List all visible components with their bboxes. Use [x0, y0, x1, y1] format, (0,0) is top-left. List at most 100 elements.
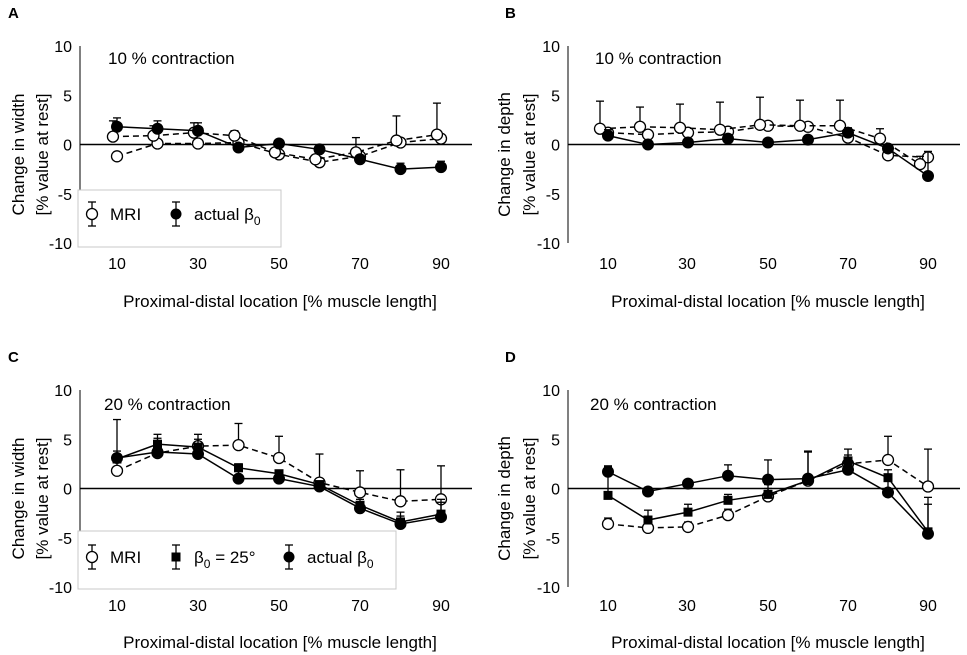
y-axis-label-line1: Change in depth: [495, 436, 514, 561]
y-tick-label: -5: [58, 187, 72, 204]
data-point-open-circle: [232, 439, 245, 452]
legend-label: β0 = 25°: [194, 548, 256, 571]
x-tick-label: 90: [432, 598, 450, 615]
legend-filled-square-icon: [171, 552, 181, 562]
data-point-filled-circle: [313, 143, 326, 156]
x-tick-label: 90: [919, 256, 937, 273]
y-tick-label: 5: [551, 88, 560, 105]
data-point-open-circle: [191, 137, 205, 150]
y-axis-label-line2: [% value at rest]: [33, 94, 52, 216]
y-tick-label: -10: [537, 580, 560, 597]
x-axis-label: Proximal-distal location [% muscle lengt…: [611, 292, 925, 311]
data-point-filled-circle: [354, 502, 366, 515]
y-tick-label: -10: [49, 580, 72, 597]
legend-label-main: MRI: [110, 548, 141, 567]
data-point-open-circle: [881, 453, 895, 467]
data-point-filled-circle: [722, 132, 734, 145]
y-tick-label: -5: [546, 531, 560, 548]
data-point-filled-circle: [642, 138, 654, 151]
legend-box: [77, 189, 282, 248]
data-point-open-circle: [681, 520, 695, 534]
y-tick-label: 10: [542, 39, 560, 56]
series-open-circle: [110, 422, 448, 508]
data-point-filled-circle: [882, 486, 894, 499]
y-tick-label: -5: [546, 187, 560, 204]
data-point-open-circle: [353, 486, 367, 499]
legend: MRI actual β0: [77, 189, 282, 248]
data-point-filled-circle: [602, 465, 614, 478]
x-tick-label: 50: [270, 598, 288, 615]
x-tick-label: 10: [108, 598, 126, 615]
data-point-filled-square: [723, 495, 733, 505]
data-point-open-circle: [272, 451, 286, 465]
data-point-filled-circle: [682, 477, 694, 490]
x-tick-label: 50: [759, 256, 777, 273]
data-point-filled-circle: [111, 451, 123, 464]
legend-open-circle-icon: [85, 207, 99, 221]
data-point-filled-circle: [722, 469, 734, 482]
legend-label-subscript: 0: [204, 557, 211, 571]
x-tick-label: 50: [270, 256, 288, 273]
data-point-filled-circle: [151, 122, 164, 135]
legend-label: actual β0: [194, 205, 261, 228]
series-filled-circle: [602, 450, 934, 540]
data-point-open-circle: [394, 495, 407, 508]
legend-box: [77, 530, 397, 590]
legend-label: MRI: [110, 205, 141, 224]
panel-label: C: [8, 349, 19, 366]
data-point-filled-circle: [435, 161, 447, 174]
x-tick-label: 70: [839, 256, 857, 273]
data-point-filled-square: [643, 515, 653, 525]
y-tick-label: 0: [63, 482, 72, 499]
series-filled-circle: [602, 126, 934, 183]
y-axis-label-line2: [% value at rest]: [520, 438, 539, 560]
legend-label-main: MRI: [110, 205, 141, 224]
data-point-open-circle: [713, 123, 727, 136]
data-point-open-circle: [110, 464, 124, 477]
data-point-filled-square: [763, 489, 773, 499]
y-tick-label: 10: [54, 39, 72, 56]
data-point-filled-circle: [394, 517, 407, 530]
data-point-filled-circle: [273, 472, 285, 485]
x-tick-label: 10: [599, 598, 617, 615]
data-point-filled-circle: [642, 485, 654, 498]
data-point-open-circle: [793, 119, 807, 132]
data-point-filled-circle: [232, 141, 245, 154]
y-tick-label: 10: [542, 383, 560, 400]
data-point-filled-circle: [802, 472, 814, 485]
y-tick-label: -10: [49, 236, 72, 253]
data-point-filled-circle: [602, 129, 614, 142]
data-point-filled-circle: [354, 153, 366, 166]
data-point-open-circle: [633, 120, 647, 133]
data-point-filled-circle: [192, 124, 204, 137]
legend-open-circle-icon: [85, 550, 99, 564]
data-point-open-circle: [833, 119, 847, 132]
x-tick-label: 70: [351, 256, 369, 273]
data-point-filled-circle: [762, 136, 774, 149]
data-point-filled-square: [234, 463, 243, 473]
y-tick-label: 5: [63, 432, 72, 449]
legend: MRI β0 = 25° actual β0: [77, 530, 397, 590]
x-tick-label: 30: [678, 256, 696, 273]
y-tick-label: 0: [551, 138, 560, 155]
data-point-open-circle: [721, 508, 735, 522]
data-point-open-circle: [309, 153, 322, 166]
legend-filled-circle-icon: [170, 208, 182, 220]
data-point-open-circle: [430, 128, 444, 141]
legend-filled-circle-icon: [283, 551, 295, 563]
panel-label: B: [505, 5, 516, 22]
x-tick-label: 10: [599, 256, 617, 273]
data-point-filled-circle: [922, 170, 934, 183]
chart-title: 20 % contraction: [590, 395, 717, 414]
chart-title: 10 % contraction: [595, 49, 722, 68]
y-tick-label: -10: [537, 236, 560, 253]
data-point-open-circle: [390, 134, 403, 147]
data-point-filled-circle: [232, 472, 245, 485]
y-tick-label: 5: [63, 88, 72, 105]
panel-label: D: [505, 349, 516, 366]
